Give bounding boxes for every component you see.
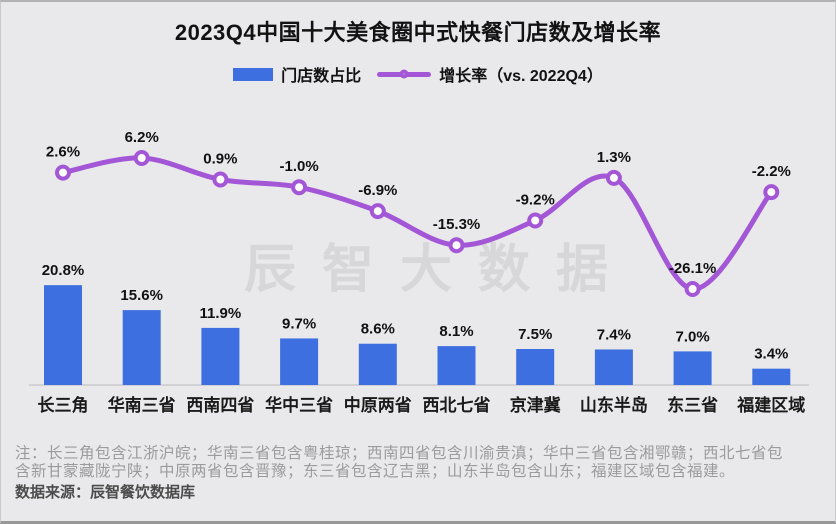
line-point-西北七省 xyxy=(448,237,465,254)
category-label-东三省: 东三省 xyxy=(667,395,718,415)
line-point-西南四省 xyxy=(212,171,229,188)
bar-长三角 xyxy=(44,285,82,385)
category-label-长三角: 长三角 xyxy=(38,395,89,415)
line-value-label: -15.3% xyxy=(433,216,481,233)
data-source-text: 数据来源：辰智餐饮数据库 xyxy=(15,484,196,501)
line-value-label: 2.6% xyxy=(46,144,80,161)
bar-value-label: 7.5% xyxy=(518,326,552,343)
line-value-label: -1.0% xyxy=(280,158,319,175)
line-point-山东半岛 xyxy=(605,169,622,186)
line-point-中原两省 xyxy=(369,203,386,220)
line-point-京津冀 xyxy=(527,212,544,229)
bar-山东半岛 xyxy=(594,349,633,385)
line-value-label: 6.2% xyxy=(125,129,159,146)
bar-华南三省 xyxy=(122,310,161,385)
legend-item-line-series: 增长率（vs. 2022Q4） xyxy=(377,62,603,86)
line-value-label: -2.2% xyxy=(752,163,791,180)
bar-京津冀 xyxy=(516,349,555,385)
bar-华中三省 xyxy=(280,338,319,385)
category-label-华中三省: 华中三省 xyxy=(265,395,333,415)
legend-bar-label: 门店数占比 xyxy=(281,68,362,85)
line-value-label: -6.9% xyxy=(358,182,397,199)
bar-value-label: 7.4% xyxy=(597,326,631,343)
line-point-东三省 xyxy=(684,281,701,297)
category-label-山东半岛: 山东半岛 xyxy=(580,395,648,415)
category-label-中原两省: 中原两省 xyxy=(344,395,412,415)
line-value-label: -9.2% xyxy=(516,191,555,208)
line-value-label: 1.3% xyxy=(597,149,631,166)
category-label-华南三省: 华南三省 xyxy=(108,395,176,415)
bar-value-label: 7.0% xyxy=(675,328,709,345)
chart-legend: 门店数占比 增长率（vs. 2022Q4） xyxy=(1,62,835,86)
bar-西北七省 xyxy=(437,346,476,385)
category-label-京津冀: 京津冀 xyxy=(510,395,561,415)
growth-rate-line xyxy=(60,155,774,292)
category-label-西南四省: 西南四省 xyxy=(186,395,254,415)
bar-value-label: 3.4% xyxy=(754,346,788,363)
bar-value-label: 15.6% xyxy=(120,287,163,304)
line-point-福建区域 xyxy=(763,184,780,201)
line-point-华南三省 xyxy=(133,150,150,166)
bar-value-label: 20.8% xyxy=(42,262,85,279)
line-value-label: 0.9% xyxy=(203,150,237,167)
chart-title: 2023Q4中国十大美食圈中式快餐门店数及增长率 xyxy=(174,20,662,45)
line-series-marker-icon xyxy=(377,65,432,83)
bar-中原两省 xyxy=(358,343,397,385)
bar-东三省 xyxy=(673,351,712,385)
bar-value-label: 9.7% xyxy=(282,315,316,332)
legend-line-label: 增长率（vs. 2022Q4） xyxy=(439,68,603,85)
line-point-华中三省 xyxy=(291,179,308,196)
bar-福建区域 xyxy=(752,368,791,385)
category-label-福建区域: 福建区域 xyxy=(736,395,805,415)
bar-value-label: 8.1% xyxy=(439,323,473,340)
line-point-长三角 xyxy=(55,164,71,181)
watermark-text: 辰智大数据 xyxy=(244,241,635,299)
bar-series-swatch-icon xyxy=(233,67,274,81)
line-value-label: -26.1% xyxy=(669,260,717,277)
bar-value-label: 11.9% xyxy=(200,305,242,322)
line-swatch-ring xyxy=(399,69,409,79)
bar-value-label: 8.6% xyxy=(361,321,395,338)
legend-item-bar-series: 门店数占比 xyxy=(233,62,361,86)
bar-西南四省 xyxy=(201,327,240,385)
footnote-text: 注：长三角包含江浙沪皖；华南三省包含粤桂琼；西南四省包含川渝贵滇；华中三省包含湘… xyxy=(15,445,784,481)
category-label-西北七省: 西北七省 xyxy=(423,395,491,415)
